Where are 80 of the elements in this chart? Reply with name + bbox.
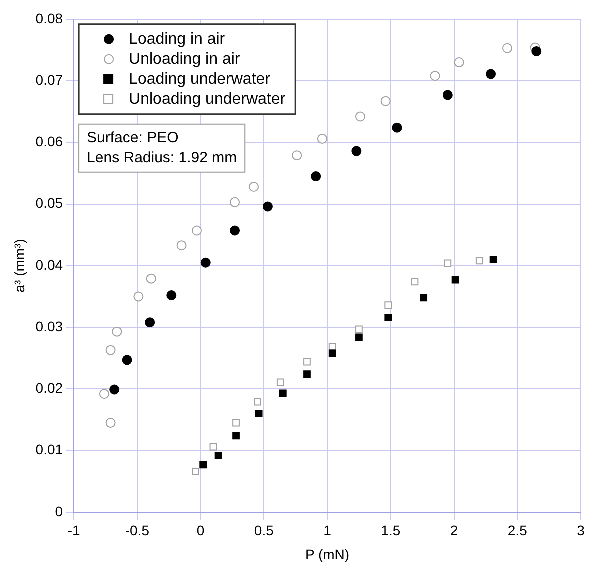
x-tick-label: 2 bbox=[450, 522, 458, 539]
point bbox=[444, 260, 452, 268]
point bbox=[502, 43, 512, 54]
x-tick-label: -1 bbox=[68, 522, 80, 539]
legend-label: Loading in air bbox=[129, 30, 226, 48]
point bbox=[255, 410, 263, 418]
point bbox=[230, 197, 240, 208]
point bbox=[166, 290, 177, 300]
point bbox=[279, 390, 287, 398]
point bbox=[292, 150, 302, 161]
point bbox=[442, 90, 453, 100]
point bbox=[106, 345, 116, 356]
point bbox=[249, 182, 260, 192]
point bbox=[328, 342, 336, 350]
point bbox=[230, 226, 240, 236]
y-tick-label: 0.01 bbox=[36, 442, 64, 458]
point bbox=[200, 461, 208, 469]
y-tick-label: 0.06 bbox=[36, 134, 64, 150]
x-axis-title: P (mN) bbox=[305, 546, 350, 562]
y-tick-label: 0 bbox=[55, 503, 64, 520]
point bbox=[145, 318, 156, 328]
legend-label: Unloading underwater bbox=[129, 90, 286, 108]
point bbox=[146, 274, 156, 284]
point bbox=[380, 96, 391, 106]
point bbox=[356, 334, 363, 342]
point bbox=[311, 172, 322, 182]
x-tick-label: 0.5 bbox=[254, 522, 274, 539]
point bbox=[112, 326, 122, 337]
y-tick-label: 0.07 bbox=[36, 72, 64, 88]
point bbox=[411, 278, 419, 286]
x-tick-label: -0.5 bbox=[125, 522, 150, 539]
point bbox=[532, 46, 542, 56]
point bbox=[214, 452, 222, 460]
point bbox=[192, 468, 200, 476]
point bbox=[328, 350, 336, 358]
point bbox=[355, 112, 366, 122]
point bbox=[192, 226, 202, 236]
point bbox=[384, 302, 392, 310]
point bbox=[356, 326, 363, 334]
y-tick-label: 0.05 bbox=[36, 195, 64, 212]
x-tick-label: 2.5 bbox=[508, 522, 528, 539]
point bbox=[176, 240, 187, 251]
point bbox=[317, 134, 328, 144]
x-tick-label: 1 bbox=[324, 522, 332, 539]
point bbox=[254, 398, 262, 406]
point bbox=[276, 378, 284, 386]
y-tick-label: 0.08 bbox=[36, 10, 64, 26]
legend-label: Unloading in air bbox=[129, 50, 241, 68]
point bbox=[110, 384, 120, 395]
point bbox=[420, 294, 428, 302]
point bbox=[232, 432, 240, 440]
point bbox=[106, 418, 116, 428]
y-tick-label: 0.03 bbox=[36, 318, 64, 334]
point bbox=[99, 389, 110, 400]
point bbox=[232, 419, 240, 427]
y-tick-label: 0.02 bbox=[36, 380, 64, 396]
point bbox=[486, 69, 496, 80]
y-axis-title: a³ (mm³) bbox=[11, 239, 28, 293]
point bbox=[430, 71, 440, 82]
point bbox=[452, 276, 460, 284]
x-tick-label: 0 bbox=[196, 522, 205, 539]
x-tick-label: 1.5 bbox=[381, 522, 401, 539]
point bbox=[262, 202, 273, 212]
point bbox=[454, 58, 464, 68]
annotation: Surface: PEO bbox=[87, 130, 179, 147]
point bbox=[304, 358, 311, 366]
point bbox=[134, 292, 144, 302]
point bbox=[352, 146, 362, 156]
y-tick-label: 0.04 bbox=[36, 256, 64, 273]
legend-label: Loading underwater bbox=[129, 70, 272, 88]
point bbox=[490, 256, 498, 264]
point bbox=[200, 258, 211, 268]
point bbox=[392, 122, 402, 133]
point bbox=[210, 443, 218, 451]
point bbox=[304, 370, 311, 378]
point bbox=[384, 314, 392, 322]
annotation: Lens Radius: 1.92 mm bbox=[87, 150, 238, 167]
point bbox=[122, 355, 132, 366]
point bbox=[476, 257, 484, 265]
x-tick-label: 3 bbox=[577, 522, 586, 539]
